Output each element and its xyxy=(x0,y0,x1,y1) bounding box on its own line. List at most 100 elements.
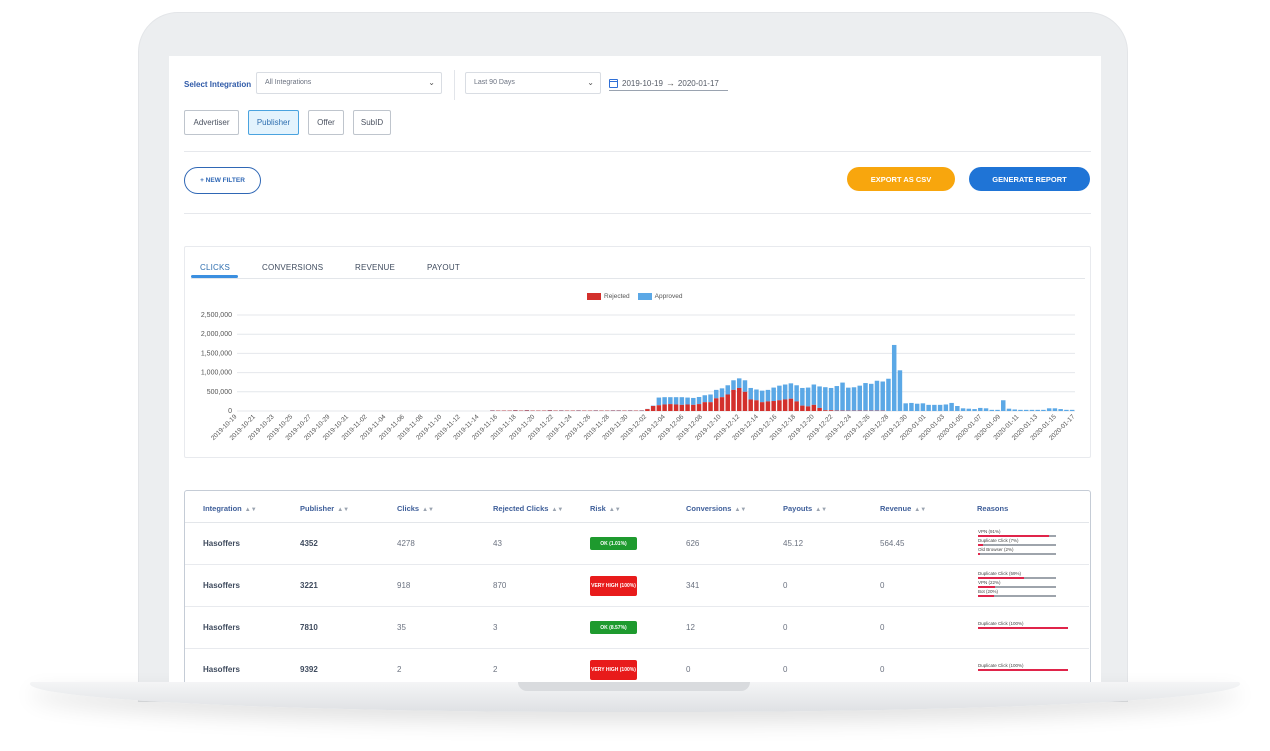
bar-approved[interactable] xyxy=(869,383,874,411)
bar-approved[interactable] xyxy=(834,386,840,411)
bar-rejected[interactable] xyxy=(800,405,805,411)
bar-approved[interactable] xyxy=(909,402,914,411)
bar-approved[interactable] xyxy=(943,404,949,411)
legend-item-rejected[interactable]: Rejected xyxy=(587,293,630,300)
bar-approved[interactable] xyxy=(1052,408,1058,411)
bar-approved[interactable] xyxy=(754,389,759,401)
tab-revenue[interactable]: REVENUE xyxy=(355,263,396,272)
bar-approved[interactable] xyxy=(857,385,862,411)
header-clicks[interactable]: Clicks ▲▼ xyxy=(397,504,434,513)
bar-approved[interactable] xyxy=(691,397,696,405)
tab-clicks[interactable]: CLICKS xyxy=(200,263,231,272)
bar-approved[interactable] xyxy=(668,397,673,405)
bar-approved[interactable] xyxy=(1012,409,1017,411)
bar-approved[interactable] xyxy=(886,378,891,411)
new-filter-button[interactable]: + NEW FILTER xyxy=(184,167,261,194)
bar-rejected[interactable] xyxy=(788,398,794,411)
bar-approved[interactable] xyxy=(1035,409,1040,411)
bar-approved[interactable] xyxy=(920,403,926,411)
bar-approved[interactable] xyxy=(777,385,782,401)
bar-approved[interactable] xyxy=(679,397,685,405)
header-risk[interactable]: Risk ▲▼ xyxy=(590,504,621,513)
date-range-select[interactable]: Last 90 Days ⌄ xyxy=(465,72,601,94)
bar-rejected[interactable] xyxy=(673,404,679,411)
bar-approved[interactable] xyxy=(955,406,960,411)
bar-rejected[interactable] xyxy=(719,397,725,411)
bar-approved[interactable] xyxy=(891,344,897,411)
bar-rejected[interactable] xyxy=(668,404,673,411)
bar-approved[interactable] xyxy=(805,387,811,407)
bar-approved[interactable] xyxy=(725,385,730,395)
bar-rejected[interactable] xyxy=(805,406,811,411)
group-tab-subid[interactable]: SubID xyxy=(353,110,391,135)
header-rejected-clicks[interactable]: Rejected Clicks ▲▼ xyxy=(493,504,563,513)
bar-approved[interactable] xyxy=(800,387,805,406)
bar-approved[interactable] xyxy=(914,403,920,411)
bar-approved[interactable] xyxy=(714,389,719,399)
bar-rejected[interactable] xyxy=(736,387,742,411)
table-row[interactable]: Hasoffers 7810 35 3 12 0 0 OK (8.57%) Duplicate … xyxy=(185,607,1089,649)
bar-approved[interactable] xyxy=(731,380,736,390)
header-payouts[interactable]: Payouts ▲▼ xyxy=(783,504,827,513)
generate-report-button[interactable]: GENERATE REPORT xyxy=(969,167,1090,191)
bar-approved[interactable] xyxy=(742,380,748,392)
bar-rejected[interactable] xyxy=(679,404,685,411)
bar-rejected[interactable] xyxy=(645,409,650,411)
bar-rejected[interactable] xyxy=(513,410,518,411)
bar-rejected[interactable] xyxy=(828,410,834,411)
bar-rejected[interactable] xyxy=(817,407,822,411)
bar-approved[interactable] xyxy=(1023,409,1029,411)
bar-approved[interactable] xyxy=(960,408,966,411)
bar-rejected[interactable] xyxy=(702,402,708,411)
bar-approved[interactable] xyxy=(759,390,765,403)
bar-approved[interactable] xyxy=(874,380,880,411)
bar-rejected[interactable] xyxy=(731,389,736,411)
bar-approved[interactable] xyxy=(926,404,931,411)
header-publisher[interactable]: Publisher ▲▼ xyxy=(300,504,349,513)
bar-approved[interactable] xyxy=(840,382,845,411)
bar-approved[interactable] xyxy=(673,397,679,405)
bar-rejected[interactable] xyxy=(777,400,782,411)
bar-approved[interactable] xyxy=(811,384,817,405)
bar-approved[interactable] xyxy=(978,407,983,411)
tab-payout[interactable]: PAYOUT xyxy=(427,263,460,272)
bar-approved[interactable] xyxy=(782,384,788,400)
bar-rejected[interactable] xyxy=(685,404,690,411)
bar-approved[interactable] xyxy=(1046,408,1052,411)
bar-approved[interactable] xyxy=(949,402,954,411)
legend-item-approved[interactable]: Approved xyxy=(637,293,682,300)
bar-approved[interactable] xyxy=(771,387,776,402)
bar-rejected[interactable] xyxy=(725,394,730,411)
bar-approved[interactable] xyxy=(1001,400,1006,411)
table-row[interactable]: Hasoffers 4352 4278 43 626 45.12 564.45 OK (1.0… xyxy=(185,523,1089,565)
bar-approved[interactable] xyxy=(662,397,667,405)
bar-approved[interactable] xyxy=(719,388,725,398)
bar-approved[interactable] xyxy=(966,408,972,411)
bar-rejected[interactable] xyxy=(662,404,667,411)
group-tab-advertiser[interactable]: Advertiser xyxy=(184,110,239,135)
bar-rejected[interactable] xyxy=(754,400,759,411)
bar-rejected[interactable] xyxy=(691,404,696,411)
header-integration[interactable]: Integration ▲▼ xyxy=(203,504,257,513)
bar-rejected[interactable] xyxy=(708,402,713,411)
table-row[interactable]: Hasoffers 3221 918 870 341 0 0 VERY HIGH (100%)… xyxy=(185,565,1089,607)
bar-rejected[interactable] xyxy=(714,398,719,411)
tab-conversions[interactable]: CONVERSIONS xyxy=(262,263,324,272)
bar-approved[interactable] xyxy=(863,383,868,411)
bar-approved[interactable] xyxy=(897,370,903,411)
bar-rejected[interactable] xyxy=(823,410,828,411)
bar-approved[interactable] xyxy=(1018,409,1023,411)
header-revenue[interactable]: Revenue ▲▼ xyxy=(880,504,926,513)
bar-approved[interactable] xyxy=(1029,409,1035,411)
group-tab-offer[interactable]: Offer xyxy=(308,110,344,135)
bar-rejected[interactable] xyxy=(759,402,765,411)
export-csv-button[interactable]: EXPORT AS CSV xyxy=(847,167,955,191)
bar-rejected[interactable] xyxy=(748,399,753,411)
table-row[interactable]: Hasoffers 9392 2 2 0 0 0 VERY HIGH (100%) Duplic… xyxy=(185,649,1089,682)
bar-approved[interactable] xyxy=(989,409,995,411)
bar-approved[interactable] xyxy=(1069,409,1075,411)
bar-approved[interactable] xyxy=(823,387,828,411)
bar-approved[interactable] xyxy=(708,394,713,403)
bar-approved[interactable] xyxy=(880,381,885,411)
bar-approved[interactable] xyxy=(736,378,742,388)
